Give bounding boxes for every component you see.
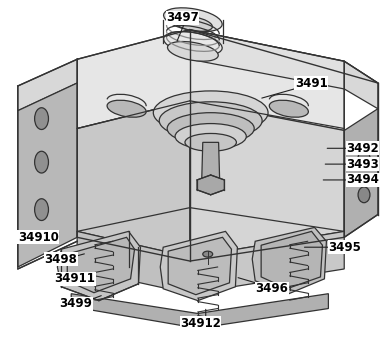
Ellipse shape (203, 251, 213, 257)
Ellipse shape (167, 113, 254, 144)
Text: 3495: 3495 (328, 241, 361, 254)
Ellipse shape (164, 32, 222, 55)
Polygon shape (58, 231, 141, 301)
Polygon shape (190, 231, 344, 294)
Ellipse shape (358, 187, 370, 203)
Polygon shape (252, 228, 327, 294)
Polygon shape (190, 101, 344, 257)
Polygon shape (18, 83, 77, 267)
Polygon shape (261, 231, 322, 289)
Ellipse shape (35, 151, 49, 173)
Text: 3491: 3491 (295, 77, 327, 90)
Ellipse shape (168, 42, 218, 61)
Text: 3493: 3493 (346, 158, 379, 170)
Polygon shape (67, 237, 135, 293)
Text: 34912: 34912 (180, 317, 221, 330)
Ellipse shape (173, 16, 212, 31)
Ellipse shape (35, 108, 49, 130)
Text: 3499: 3499 (59, 297, 92, 310)
Polygon shape (18, 59, 77, 111)
Text: 34911: 34911 (54, 272, 95, 285)
Polygon shape (77, 30, 344, 131)
Ellipse shape (175, 124, 246, 149)
Ellipse shape (107, 100, 146, 117)
Polygon shape (197, 175, 224, 195)
Ellipse shape (358, 150, 370, 166)
Polygon shape (77, 101, 190, 257)
Polygon shape (190, 30, 378, 89)
Ellipse shape (269, 100, 308, 117)
Polygon shape (160, 231, 237, 301)
Polygon shape (344, 109, 378, 237)
Ellipse shape (159, 102, 262, 139)
Polygon shape (168, 237, 232, 295)
Ellipse shape (164, 8, 222, 32)
Polygon shape (202, 142, 220, 178)
Text: 3496: 3496 (255, 282, 288, 295)
Ellipse shape (35, 199, 49, 220)
Text: 3492: 3492 (346, 142, 379, 155)
Text: 3497: 3497 (166, 11, 199, 24)
Polygon shape (71, 294, 328, 328)
Ellipse shape (153, 91, 268, 134)
Text: 3498: 3498 (44, 253, 77, 266)
Text: 34910: 34910 (18, 231, 59, 244)
Text: 3494: 3494 (346, 174, 379, 187)
Polygon shape (77, 231, 190, 294)
Ellipse shape (185, 133, 236, 151)
Polygon shape (344, 61, 378, 109)
